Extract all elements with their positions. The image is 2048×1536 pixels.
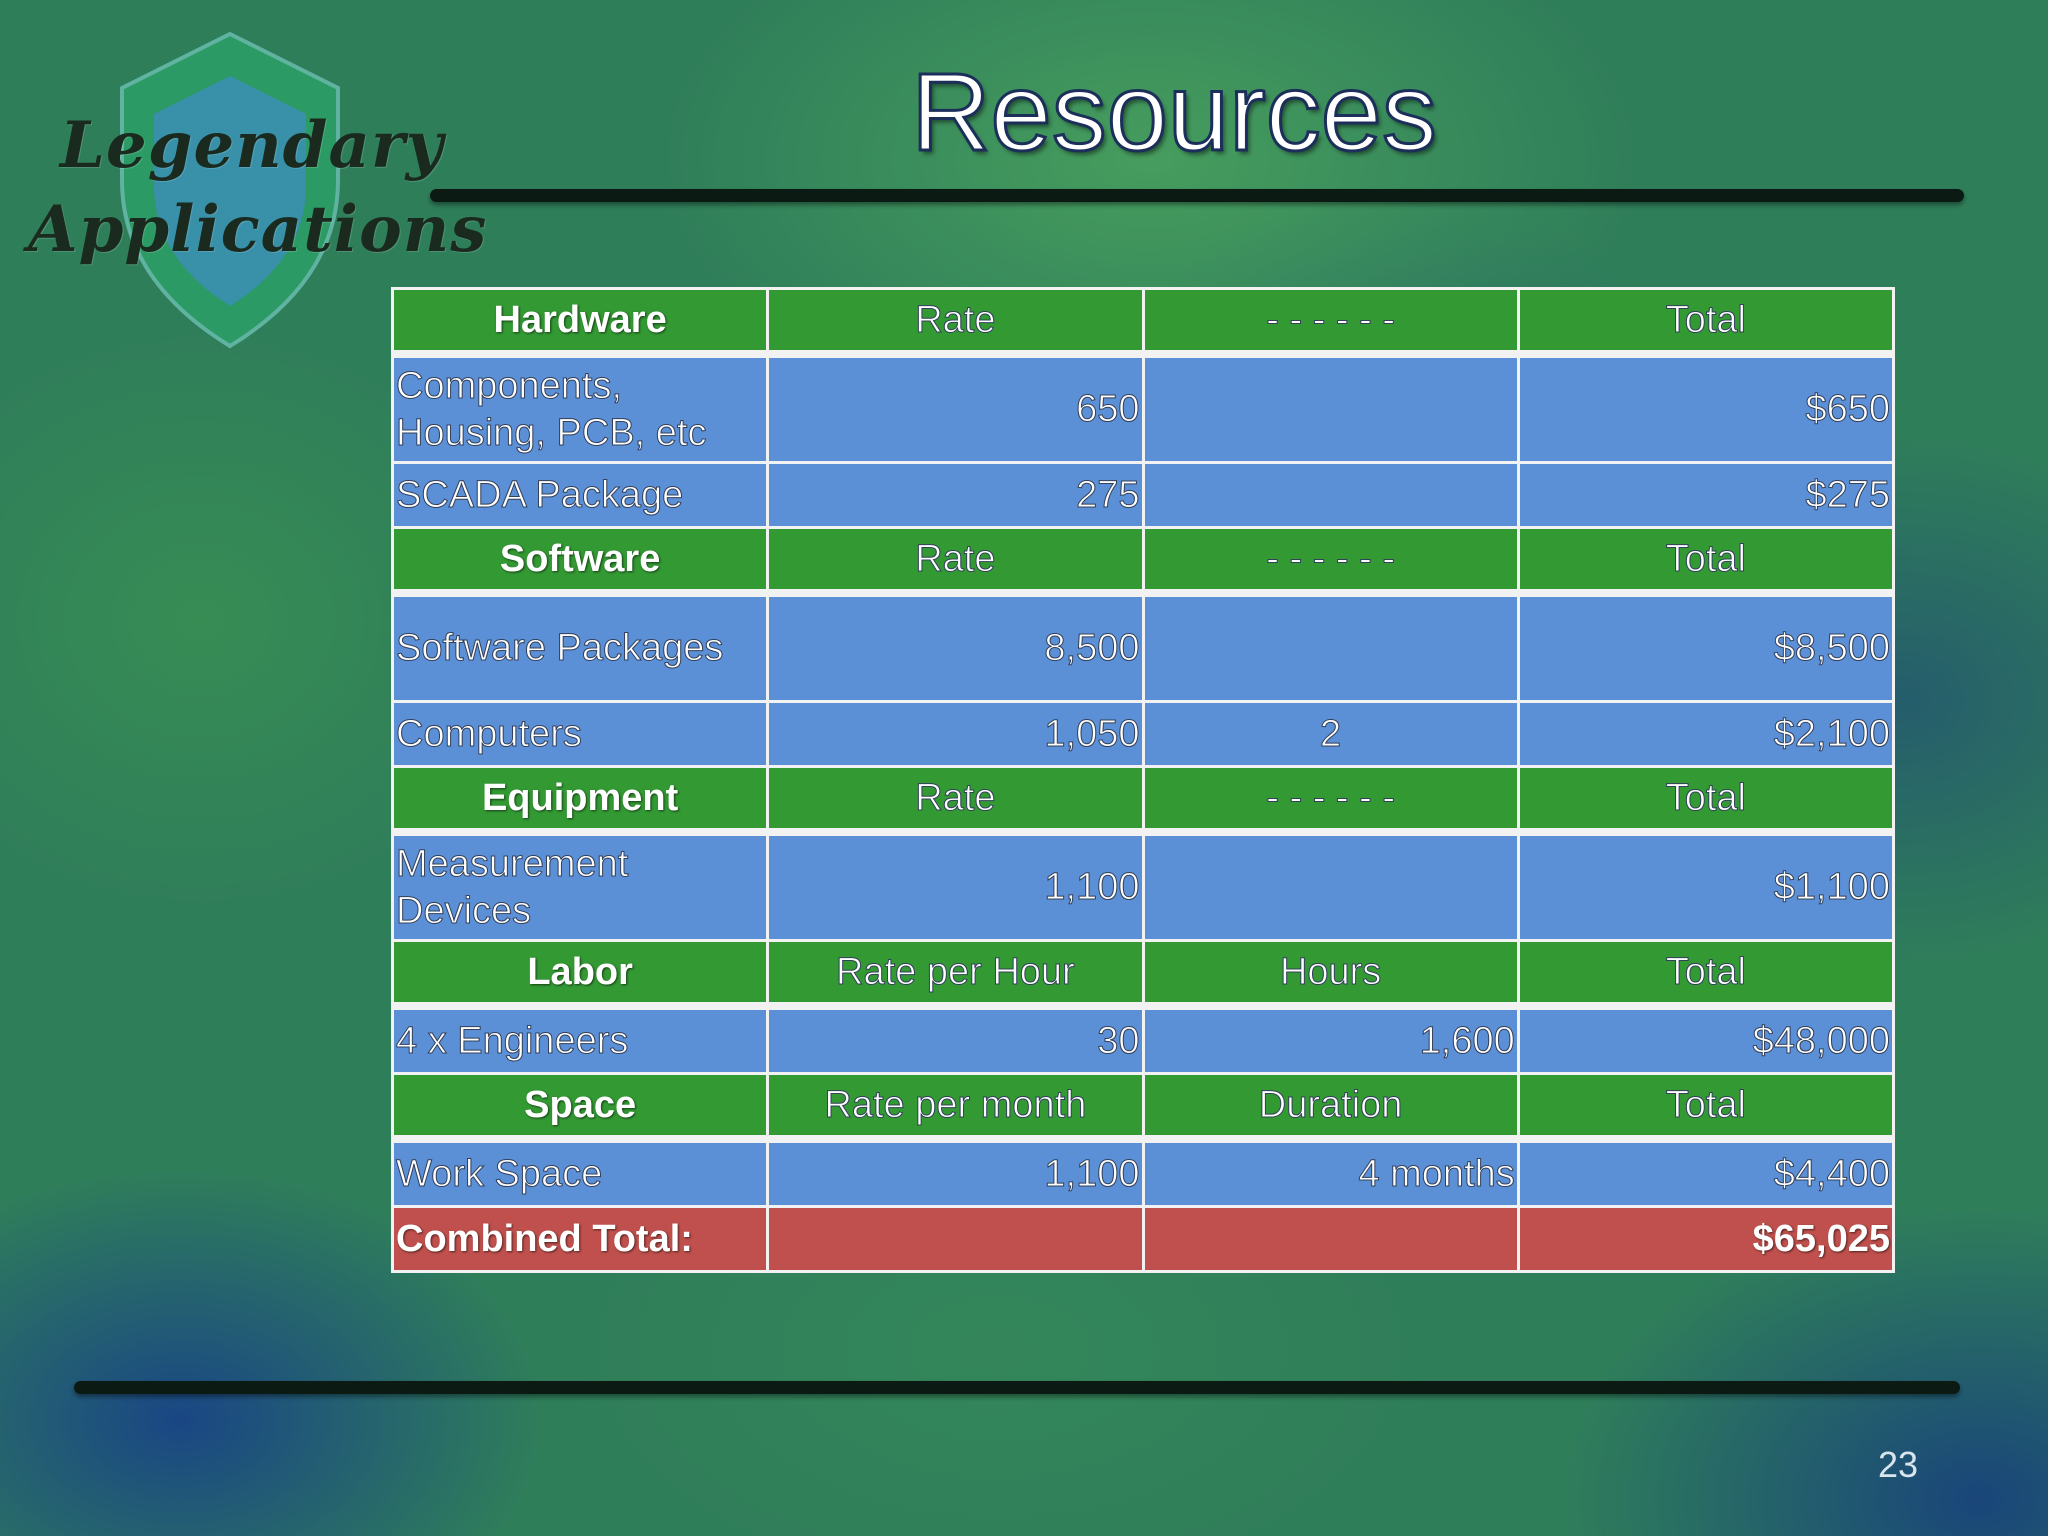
column-header: Rate xyxy=(766,526,1145,597)
item-quantity: 2 xyxy=(1141,700,1520,768)
item-quantity xyxy=(1141,461,1520,529)
combined-total-label: Combined Total: xyxy=(390,1205,770,1273)
table-row: Computers 1,050 2 $2,100 xyxy=(390,700,1896,768)
item-quantity: 1,600 xyxy=(1141,1004,1520,1075)
combined-total-amount: $65,025 xyxy=(1516,1205,1896,1273)
combined-total-row: Combined Total: $65,025 xyxy=(390,1205,1896,1273)
table-row: SCADA Package 275 $275 xyxy=(390,461,1896,529)
item-description: 4 x Engineers xyxy=(390,1004,770,1075)
category-label: Hardware xyxy=(390,287,770,358)
table-row: Components, Housing, PCB, etc 650 $650 xyxy=(390,352,1896,464)
item-rate: 30 xyxy=(766,1004,1145,1075)
item-total: $8,500 xyxy=(1516,591,1896,703)
item-total: $1,100 xyxy=(1516,830,1896,942)
item-description: Components, Housing, PCB, etc xyxy=(390,352,770,464)
column-header: Total xyxy=(1516,939,1896,1010)
table-row: Measurement Devices 1,100 $1,100 xyxy=(390,830,1896,942)
column-header: Total xyxy=(1516,526,1896,597)
item-description: Measurement Devices xyxy=(390,830,770,942)
item-rate: 8,500 xyxy=(766,591,1145,703)
logo-text-line2: Applications xyxy=(28,192,488,267)
item-total: $2,100 xyxy=(1516,700,1896,768)
table-row: Software Packages 8,500 $8,500 xyxy=(390,591,1896,703)
section-header-hardware: Hardware Rate - - - - - - Total xyxy=(390,287,1896,358)
page-number: 23 xyxy=(1878,1444,1919,1485)
section-header-equipment: Equipment Rate - - - - - - Total xyxy=(390,765,1896,836)
category-label: Space xyxy=(390,1072,770,1143)
item-total: $4,400 xyxy=(1516,1137,1896,1208)
item-description: Computers xyxy=(390,700,770,768)
company-logo: Legendary Applications xyxy=(20,30,486,350)
item-quantity xyxy=(1141,591,1520,703)
column-header: Rate xyxy=(766,765,1145,836)
column-header: Rate per Hour xyxy=(766,939,1145,1010)
category-label: Labor xyxy=(390,939,770,1010)
footer-divider xyxy=(74,1381,1960,1394)
item-description: Work Space xyxy=(390,1137,770,1208)
column-header: Duration xyxy=(1141,1072,1520,1143)
title-divider xyxy=(430,189,1964,202)
logo-text-line1: Legendary xyxy=(60,108,444,183)
item-rate: 275 xyxy=(766,461,1145,529)
column-header: Total xyxy=(1516,287,1896,358)
item-quantity xyxy=(1141,830,1520,942)
section-header-software: Software Rate - - - - - - Total xyxy=(390,526,1896,597)
item-total: $650 xyxy=(1516,352,1896,464)
slide-title: Resources xyxy=(910,51,1439,174)
column-header: Rate per month xyxy=(766,1072,1145,1143)
item-description: Software Packages xyxy=(390,591,770,703)
item-rate: 1,100 xyxy=(766,1137,1145,1208)
section-header-labor: Labor Rate per Hour Hours Total xyxy=(390,939,1896,1010)
column-header: Total xyxy=(1516,1072,1896,1143)
column-header: Hours xyxy=(1141,939,1520,1010)
table-row: Work Space 1,100 4 months $4,400 xyxy=(390,1137,1896,1208)
empty-cell xyxy=(766,1205,1145,1273)
category-label: Software xyxy=(390,526,770,597)
category-label: Equipment xyxy=(390,765,770,836)
item-rate: 650 xyxy=(766,352,1145,464)
column-header: - - - - - - xyxy=(1141,526,1520,597)
item-rate: 1,050 xyxy=(766,700,1145,768)
shield-icon xyxy=(120,31,340,349)
section-header-space: Space Rate per month Duration Total xyxy=(390,1072,1896,1143)
item-quantity xyxy=(1141,352,1520,464)
item-description: SCADA Package xyxy=(390,461,770,529)
item-quantity: 4 months xyxy=(1141,1137,1520,1208)
column-header: Rate xyxy=(766,287,1145,358)
item-rate: 1,100 xyxy=(766,830,1145,942)
item-total: $275 xyxy=(1516,461,1896,529)
column-header: - - - - - - xyxy=(1141,287,1520,358)
item-total: $48,000 xyxy=(1516,1004,1896,1075)
table-row: 4 x Engineers 30 1,600 $48,000 xyxy=(390,1004,1896,1075)
empty-cell xyxy=(1141,1205,1520,1273)
column-header: Total xyxy=(1516,765,1896,836)
resources-table: Hardware Rate - - - - - - Total Componen… xyxy=(390,287,1896,1273)
column-header: - - - - - - xyxy=(1141,765,1520,836)
